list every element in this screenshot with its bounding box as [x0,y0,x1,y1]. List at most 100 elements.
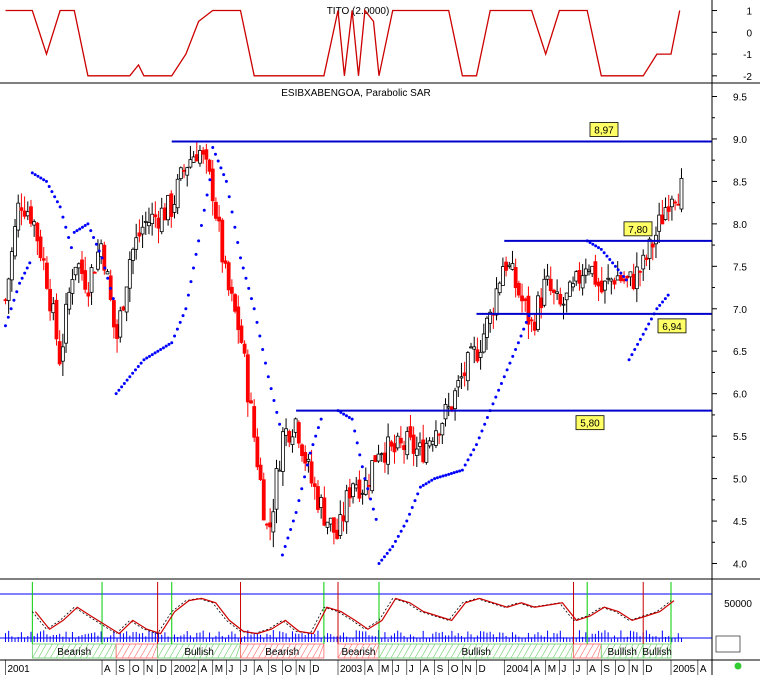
sar-dot [53,195,57,199]
sar-dot [463,463,467,467]
phase-hatch [384,643,394,659]
phase-hatch [570,643,574,659]
phase-hatch [38,643,47,659]
sar-dot [230,210,234,214]
level-badge [575,415,605,431]
phase-hatch [438,643,448,659]
candle-body [647,238,652,259]
sar-dot [153,351,157,355]
candle-body [64,303,68,344]
phase-hatch [540,643,550,659]
sar-dot [156,349,160,353]
phase-hatch [68,643,77,659]
sar-dot [460,468,464,472]
candle-body [194,154,199,162]
candle-body [277,469,282,472]
phase-hatch [573,643,582,659]
sar-dot [294,511,298,515]
sar-dot [522,327,526,331]
sar-dot [109,286,113,290]
time-tick-label: 2001 [7,664,30,675]
sar-dot [30,171,34,175]
candle-body [265,523,269,526]
sar-dot [192,266,196,270]
phase-hatch [373,643,380,659]
candle-body [124,286,129,313]
candle-body [628,271,633,278]
sar-dot [353,429,357,433]
price-tick-label: 8.5 [733,177,747,188]
candle-body [22,210,27,217]
candle-body [526,295,531,325]
candle-body [172,204,177,213]
sar-dot [286,536,290,540]
candle-body [341,515,346,522]
volume-tick-label: 50000 [724,599,752,610]
candle-body [405,431,410,456]
sar-dot [291,519,295,523]
phase-hatch [270,643,279,659]
sar-dot [222,173,226,177]
candle-body [156,217,161,229]
stochastic-signal-line [31,597,672,635]
candle-body [210,168,215,202]
sar-dot [167,342,171,346]
sar-dot [314,434,318,438]
sar-dot [666,293,670,297]
time-tick-label: J [228,664,233,675]
candle-body [70,279,75,294]
phase-hatch [426,643,436,659]
phase-hatch [86,643,95,659]
time-tick-label: N [631,664,638,675]
phase-hatch [223,643,232,659]
sar-dot [480,429,484,433]
sar-dot [455,470,459,474]
phase-hatch [361,643,371,659]
sar-dot [633,348,637,352]
candle-body [201,150,206,155]
candle-body [80,259,84,274]
tito-panel: TITO (2.0000) 1 0 -1 -2 [5,6,752,83]
sar-dot [252,307,256,311]
tito-tick-label: -1 [743,50,752,61]
time-tick-label: O [617,664,625,675]
candle-body [609,278,614,282]
price-tick-label: 4.5 [733,517,747,528]
candle-body [223,260,228,264]
phase-label: Bearish [342,647,376,658]
candle-body [188,159,193,168]
sar-dot [9,307,13,311]
candle-body [48,288,53,312]
candle-body [198,150,202,164]
candle-body [274,468,279,510]
candle-body [60,346,65,362]
candle-body [118,310,123,338]
sar-dot [347,415,351,419]
candle-body [239,325,244,343]
candle-body [430,440,435,445]
sar-dot [494,395,498,399]
candle-body [105,271,110,275]
phase-hatch [343,643,353,659]
sar-dot [247,286,251,290]
phase-hatch [510,643,520,659]
candle-body [204,149,209,160]
sar-dot [111,297,115,301]
candle-body [303,451,308,464]
candle-body [545,275,550,280]
sar-dot [613,264,617,268]
sar-dot [139,361,143,365]
time-tick-label: J [576,664,581,675]
sar-dot [499,381,503,385]
candle-body [284,428,288,436]
time-tick-label: M [548,664,556,675]
candle-body [258,464,263,480]
sar-dot [624,278,628,282]
time-tick-label: A [367,664,374,675]
candle-body [513,267,518,289]
candle-body [347,487,352,499]
phase-hatch [169,643,178,659]
candle-body [309,461,314,484]
candle-body [169,193,174,217]
candle-body [555,291,560,294]
